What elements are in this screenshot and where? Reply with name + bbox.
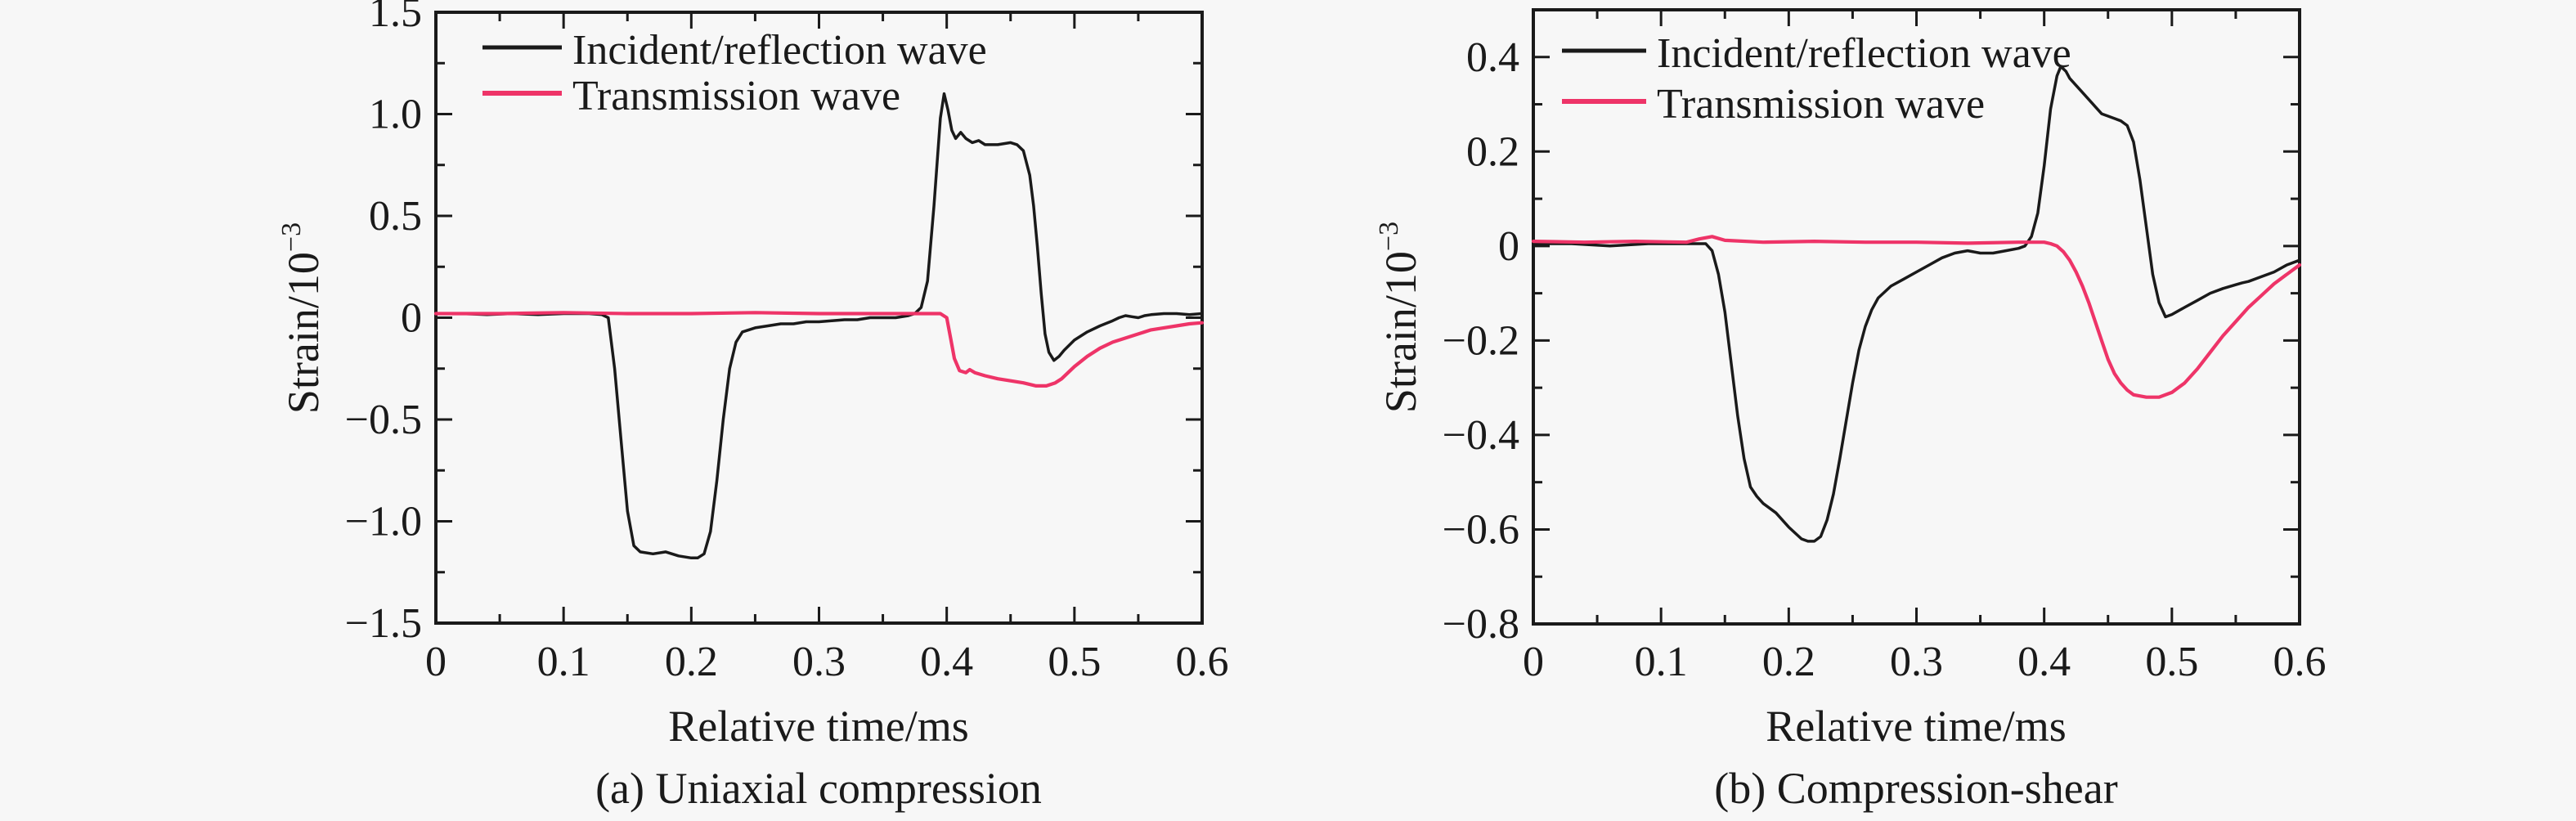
y-tick-label: −1.0: [345, 499, 422, 545]
series-incident-path: [434, 92, 1204, 560]
panel-b-axes: 0 0.1 0.2 0.3 0.4 0.5 0.6 0.4 0.2 0 −0.2 −0.4 −0.6 −0…: [1443, 8, 2327, 685]
y-tick-label: 0.5: [369, 193, 422, 240]
xlabel-b: Relative time/ms: [1766, 702, 2066, 751]
y-tick-label: −0.8: [1443, 601, 1519, 648]
x-tick-label: 0.4: [920, 639, 973, 685]
caption-b: (b) Compression-shear: [1714, 764, 2117, 813]
series-transmission-path: [1531, 235, 2302, 399]
legend-a: Incident/reflection wave Transmission wa…: [482, 27, 987, 119]
y-tick-label: −0.2: [1443, 317, 1519, 364]
legend-transmission-label: Transmission wave: [1657, 81, 1985, 128]
x-tick-label: 0.2: [1762, 639, 1815, 685]
x-tick-label: 0.3: [1890, 639, 1943, 685]
y-tick-label: 1.0: [369, 92, 422, 138]
panel-a-series: [433, 92, 1205, 560]
y-tick-label: −0.4: [1443, 412, 1519, 459]
x-tick-label: 0.6: [1176, 639, 1229, 685]
y-tick-label: 1.5: [369, 0, 422, 36]
ylabel-a: Strain/10−3: [276, 222, 328, 414]
series-transmission-path: [433, 311, 1205, 388]
x-tick-label: 0.4: [2017, 639, 2071, 685]
y-tick-label: 0: [401, 295, 422, 342]
xlabel-a: Relative time/ms: [668, 702, 968, 751]
legend-transmission-label: Transmission wave: [572, 73, 900, 119]
x-tick-label: 0.6: [2273, 639, 2327, 685]
x-tick-label: 0.2: [665, 639, 718, 685]
caption-a: (a) Uniaxial compression: [595, 764, 1042, 813]
y-tick-label: 0.4: [1466, 34, 1519, 81]
series-incident-path: [1532, 65, 2301, 543]
y-tick-label: −0.5: [345, 397, 422, 443]
legend-incident-label: Incident/reflection wave: [572, 27, 987, 74]
panel-b-series: [1531, 65, 2302, 543]
panel-a: 0 0.1 0.2 0.3 0.4 0.5 0.6 1.5 1.0 0.5 0 −0.5 −1.0 −1.…: [276, 0, 1229, 813]
x-tick-label: 0: [425, 639, 447, 685]
x-tick-label: 0.5: [1048, 639, 1101, 685]
legend-incident-label: Incident/reflection wave: [1657, 30, 2071, 77]
ylabel-b: Strain/10−3: [1374, 222, 1425, 413]
y-tick-label: −1.5: [345, 600, 422, 647]
y-tick-label: 0.2: [1466, 128, 1519, 175]
x-tick-label: 0: [1523, 639, 1544, 685]
x-tick-label: 0.1: [1635, 639, 1688, 685]
x-tick-label: 0.1: [537, 639, 590, 685]
y-tick-label: 0: [1498, 223, 1519, 270]
x-tick-label: 0.5: [2145, 639, 2198, 685]
panel-a-axes: 0 0.1 0.2 0.3 0.4 0.5 0.6 1.5 1.0 0.5 0 −0.5 −1.0 −1.…: [345, 0, 1229, 685]
panel-b: 0 0.1 0.2 0.3 0.4 0.5 0.6 0.4 0.2 0 −0.2 −0.4 −0.6 −0…: [1374, 8, 2327, 813]
x-tick-label: 0.3: [792, 639, 846, 685]
y-tick-label: −0.6: [1443, 506, 1519, 553]
legend-b: Incident/reflection wave Transmission wa…: [1562, 30, 2071, 128]
